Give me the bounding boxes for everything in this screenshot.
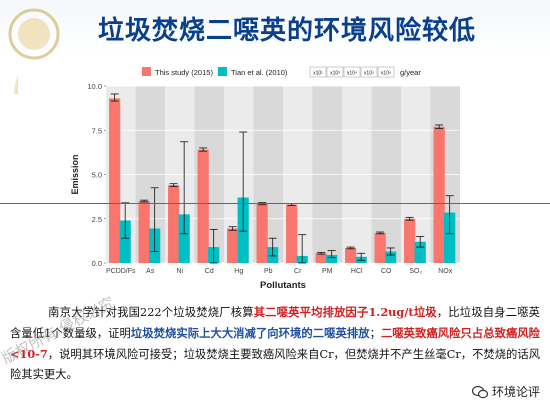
x-tick-label-PCDD/Fs: PCDD/Fs	[106, 268, 136, 275]
bar-this-study-CO	[374, 232, 386, 263]
y-tick-label: 0.0	[92, 259, 102, 268]
bar-tian-PM	[326, 255, 338, 263]
paragraph-run: 二噁英致癌风险只占总致癌风险<10-7	[10, 326, 540, 361]
bar-tian-Ni	[178, 214, 190, 263]
paragraph-run: 其二噁英平均排放因子1.2ug/t垃圾	[253, 305, 437, 319]
bar-this-study-SO₂	[404, 218, 416, 263]
bar-tian-CO	[385, 251, 397, 263]
bar-this-study-NOx	[433, 126, 445, 264]
legend-swatch-1	[218, 67, 227, 76]
bar-tian-PCDD/Fs	[119, 220, 131, 263]
x-tick-label-HCl: HCl	[351, 268, 363, 275]
bar-this-study-HCl	[345, 247, 357, 263]
paragraph-run: ，说明其环境风险可接受；垃圾焚烧主要致癌风险来自Cr，但焚烧并不产生丝毫Cr，不…	[10, 348, 540, 381]
y-tick-label: 7.5	[92, 126, 102, 135]
unit-legend-unit: g/year	[400, 68, 421, 77]
unit-legend-label: x10⁴	[347, 71, 357, 77]
bar-this-study-Cd	[197, 149, 209, 263]
bar-this-study-Pb	[256, 203, 268, 263]
paragraph-run: ，比垃圾自身二噁英含量低1个数量级，证明	[10, 306, 540, 340]
x-tick-label-CO: CO	[381, 268, 392, 275]
x-tick-label-NOx: NOx	[438, 268, 453, 275]
bar-this-study-As	[138, 201, 150, 263]
unit-legend-label: x10⁵	[364, 71, 374, 77]
slide-red-rule	[0, 203, 550, 204]
y-tick-label: 2.5	[92, 215, 102, 224]
emission-chart: 0.0 2.5 5.0 7.5 10.0 Emission PCDD/Fs As Ni Cd Hg P…	[18, 62, 540, 298]
paragraph-run: 南京大学针对我国222个垃圾焚烧厂核算	[48, 306, 254, 319]
wechat-watermark: 环境论评	[471, 383, 540, 400]
paragraph-run: ；	[369, 327, 381, 340]
title-band	[0, 0, 550, 56]
x-tick-label-PM: PM	[322, 268, 333, 275]
x-tick-label-Pb: Pb	[264, 268, 273, 275]
summary-paragraph: 南京大学针对我国222个垃圾焚烧厂核算其二噁英平均排放因子1.2ug/t垃圾，比…	[10, 302, 540, 385]
bar-tian-NOx	[444, 212, 456, 263]
bar-this-study-PM	[315, 253, 327, 263]
paragraph-run: 垃圾焚烧实际上大大消减了向环境的二噁英排放	[130, 326, 370, 340]
unit-legend-box	[377, 66, 395, 78]
bar-tian-SO₂	[414, 241, 426, 263]
x-tick-label-Cd: Cd	[205, 268, 214, 275]
unit-legend-box	[309, 66, 327, 78]
emission-chart-svg: 0.0 2.5 5.0 7.5 10.0 Emission PCDD/Fs As Ni Cd Hg P…	[70, 66, 460, 291]
bar-this-study-Ni	[168, 185, 180, 263]
x-tick-label-Hg: Hg	[234, 268, 243, 275]
wechat-account-name: 环境论评	[491, 385, 540, 399]
x-tick-label-Ni: Ni	[176, 268, 183, 275]
unit-legend-box	[343, 66, 361, 78]
slide-title: 垃圾焚烧二噁英的环境风险较低	[98, 16, 477, 46]
legend-swatch-0	[142, 67, 151, 76]
x-tick-label-SO₂: SO₂	[409, 268, 422, 275]
bar-this-study-PCDD/Fs	[109, 98, 121, 263]
bar-this-study-Cr	[286, 204, 298, 263]
x-tick-label-Cr: Cr	[294, 268, 302, 275]
bar-this-study-Hg	[227, 228, 239, 263]
y-tick-label: 5.0	[92, 171, 102, 180]
wechat-icon	[471, 385, 488, 398]
legend-label-1: Tian et al. (2010)	[231, 68, 288, 77]
x-axis-label: Pollutants	[260, 280, 306, 291]
unit-legend-box	[326, 66, 344, 78]
x-tick-label-As: As	[146, 268, 155, 275]
legend-label-0: This study (2015)	[155, 68, 213, 77]
y-tick-label: 10.0	[87, 82, 102, 91]
unit-legend-label: x10¹	[313, 71, 323, 77]
unit-legend-label: x10⁸	[381, 71, 391, 77]
unit-legend-box	[360, 66, 378, 78]
unit-legend-label: x10³	[330, 71, 340, 77]
y-axis-label: Emission	[70, 154, 80, 194]
